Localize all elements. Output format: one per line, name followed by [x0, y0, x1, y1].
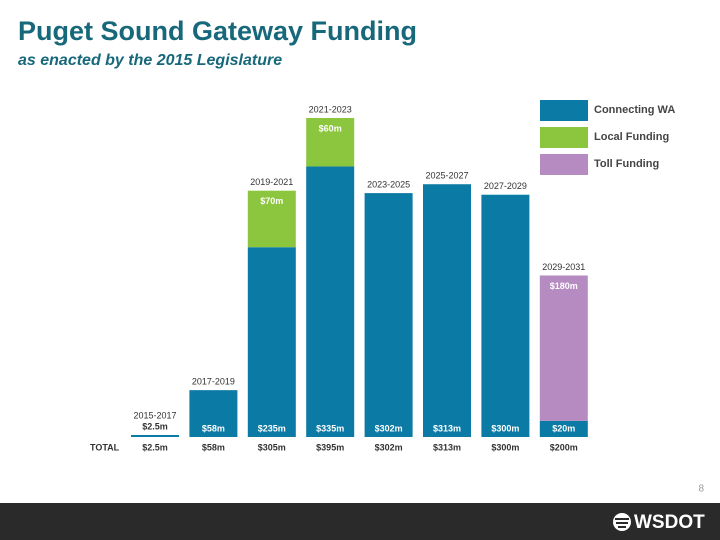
bar-segment: [539, 275, 588, 421]
total-value: $302m: [375, 442, 403, 452]
category-label: 2019-2021: [250, 177, 293, 187]
total-label: TOTAL: [90, 442, 120, 452]
total-value: $58m: [202, 442, 225, 452]
bar-segment: [189, 390, 238, 437]
legend-label: Local Funding: [594, 131, 669, 143]
legend-swatch: [540, 154, 588, 175]
value-label: $302m: [375, 423, 403, 433]
value-label: $20m: [552, 423, 575, 433]
bar-segment: [423, 184, 471, 437]
category-label: 2025-2027: [425, 171, 468, 181]
value-label: $300m: [491, 423, 519, 433]
total-value: $313m: [433, 442, 461, 452]
bar-segment: [539, 420, 588, 437]
bar-segment: [247, 247, 296, 437]
page-number: 8: [698, 484, 704, 495]
category-label: 2029-2031: [542, 262, 585, 272]
bar-segment: [306, 166, 355, 438]
value-label: $70m: [260, 196, 283, 206]
bar-segment: [306, 118, 355, 167]
value-label: $60m: [319, 123, 342, 133]
value-label: $235m: [258, 423, 286, 433]
category-label: 2023-2025: [367, 179, 410, 189]
legend-label: Connecting WA: [594, 104, 675, 116]
bar-segment: [364, 193, 413, 437]
value-label: $2.5m: [142, 421, 168, 431]
total-value: $200m: [550, 442, 578, 452]
logo-icon-lines: [615, 518, 629, 528]
category-label: 2017-2019: [192, 377, 235, 387]
total-value: $2.5m: [142, 442, 168, 452]
category-label: 2015-2017: [133, 410, 176, 420]
total-value: $305m: [258, 442, 286, 452]
bar-segment: [481, 194, 530, 437]
value-label: $180m: [550, 281, 578, 291]
value-label: $313m: [433, 423, 461, 433]
category-label: 2027-2029: [484, 181, 527, 191]
legend-swatch: [540, 127, 588, 148]
value-label: $58m: [202, 423, 225, 433]
total-value: $300m: [491, 442, 519, 452]
category-label: 2021-2023: [309, 104, 352, 114]
bar-segment: [131, 434, 179, 437]
bar-segment: [247, 190, 296, 248]
legend-swatch: [540, 100, 588, 121]
footer-bar: [0, 503, 720, 540]
footer-logo: WSDOT: [634, 512, 705, 533]
legend-label: Toll Funding: [594, 158, 659, 170]
value-label: $335m: [316, 423, 344, 433]
total-value: $395m: [316, 442, 344, 452]
slide-subtitle: as enacted by the 2015 Legislature: [18, 52, 282, 69]
slide-title: Puget Sound Gateway Funding: [18, 16, 417, 46]
